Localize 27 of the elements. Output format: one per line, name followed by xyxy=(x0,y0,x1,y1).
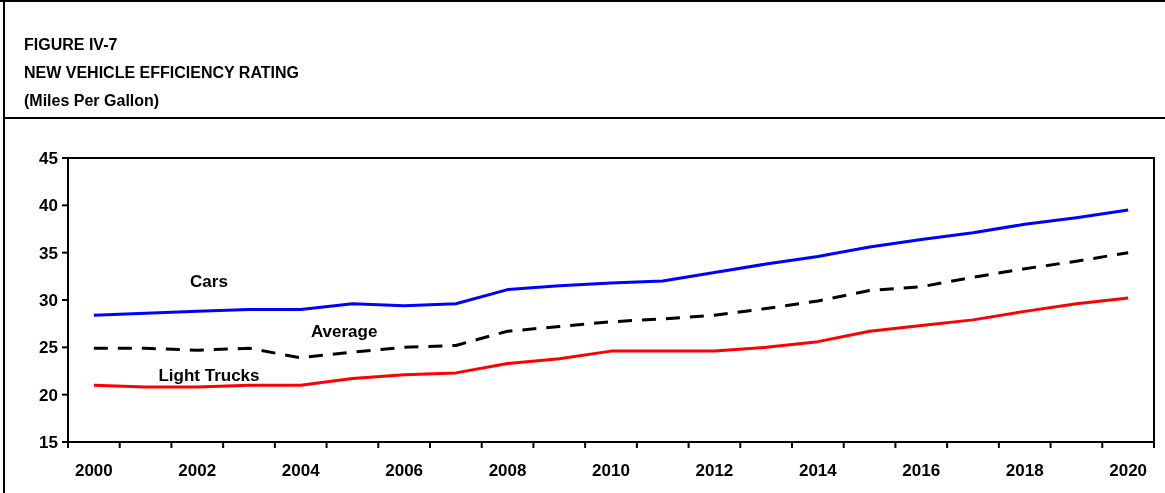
chart-subtitle: NEW VEHICLE EFFICIENCY RATING xyxy=(24,64,299,81)
x-tick-label: 2004 xyxy=(281,461,321,480)
x-tick-label: 2018 xyxy=(1005,461,1044,480)
y-tick-label: 40 xyxy=(39,196,58,216)
x-tick-label: 2006 xyxy=(385,461,424,480)
y-tick-label: 25 xyxy=(39,338,58,358)
x-tick-label: 2014 xyxy=(798,461,838,480)
x-tick-label: 2000 xyxy=(74,461,113,480)
series-label: Cars xyxy=(190,272,228,292)
y-tick-label: 35 xyxy=(39,243,58,263)
line-series xyxy=(92,208,1130,317)
x-tick-label: 2016 xyxy=(902,461,941,480)
line-series xyxy=(92,251,1130,360)
x-tick-label: 2020 xyxy=(1109,461,1148,480)
y-tick-label: 30 xyxy=(39,290,58,310)
y-tick-label: 15 xyxy=(39,432,58,452)
chart-title: FIGURE IV-7 xyxy=(24,36,118,53)
x-tick-label: 2002 xyxy=(178,461,217,480)
x-tick-label: 2008 xyxy=(488,461,527,480)
series-label: Average xyxy=(310,322,378,342)
x-tick-label: 2012 xyxy=(695,461,734,480)
line-series xyxy=(92,296,1130,389)
y-axis-title: (Miles Per Gallon) xyxy=(24,92,160,109)
series-label: Light Trucks xyxy=(158,366,260,386)
y-tick-label: 45 xyxy=(39,148,58,168)
y-tick-label: 20 xyxy=(39,385,58,405)
x-tick-label: 2010 xyxy=(592,461,630,480)
